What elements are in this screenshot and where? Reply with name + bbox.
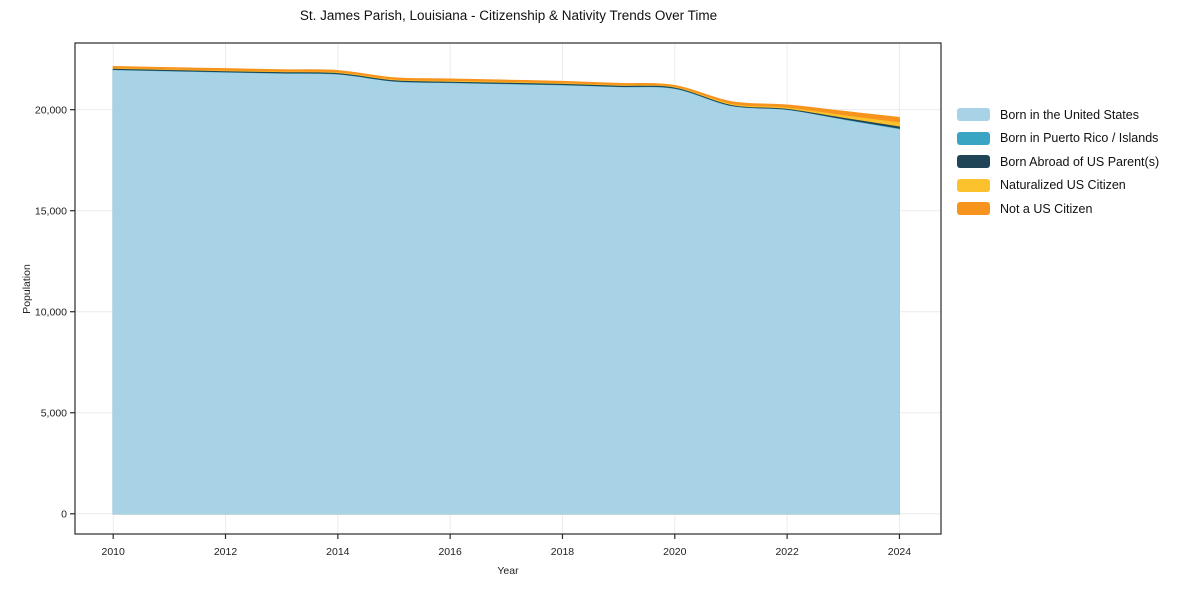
- legend-item-born-pr-islands: Born in Puerto Rico / Islands: [957, 127, 1159, 151]
- legend-swatch-born-abroad: [957, 155, 990, 169]
- x-tick-label: 2022: [775, 546, 799, 558]
- y-tick-label: 5,000: [41, 408, 67, 420]
- y-axis-title: Population: [21, 264, 33, 314]
- axes-frame: [74, 42, 942, 535]
- legend: Born in the United States Born in Puerto…: [957, 103, 1159, 221]
- chart-title: St. James Parish, Louisiana - Citizenshi…: [299, 8, 718, 23]
- y-tick-label: 10,000: [35, 307, 67, 319]
- x-tick-label: 2020: [663, 546, 687, 558]
- y-tick-label: 20,000: [35, 104, 67, 116]
- legend-swatch-born-pr-islands: [957, 131, 990, 145]
- legend-item-naturalized: Naturalized US Citizen: [957, 174, 1159, 198]
- legend-swatch-not-citizen: [957, 202, 990, 216]
- legend-item-born-abroad: Born Abroad of US Parent(s): [957, 150, 1159, 174]
- x-tick-label: 2014: [326, 546, 350, 558]
- legend-swatch-naturalized: [957, 178, 990, 192]
- legend-label: Born in Puerto Rico / Islands: [1000, 131, 1159, 145]
- x-tick-label: 2018: [551, 546, 575, 558]
- y-tick-label: 15,000: [35, 206, 67, 218]
- legend-label: Not a US Citizen: [1000, 201, 1093, 216]
- legend-label: Naturalized US Citizen: [1000, 178, 1126, 192]
- legend-swatch-born-us: [957, 108, 990, 122]
- legend-item-born-us: Born in the United States: [957, 103, 1159, 127]
- x-tick-label: 2010: [102, 546, 126, 558]
- x-tick-label: 2016: [438, 546, 462, 558]
- stacked-areas: [112, 65, 900, 515]
- legend-item-not-citizen: Not a US Citizen: [957, 197, 1159, 221]
- y-tick-label: 0: [61, 509, 67, 521]
- x-tick-label: 2024: [888, 546, 912, 558]
- x-axis-title: Year: [497, 565, 519, 577]
- legend-label: Born in the United States: [1000, 107, 1139, 122]
- x-tick-label: 2012: [214, 546, 238, 558]
- legend-label: Born Abroad of US Parent(s): [1000, 154, 1160, 169]
- axis-ticks: 2010 2012 2014 2016 2018 2020 2022 2024 0 5,000 10…: [35, 104, 911, 558]
